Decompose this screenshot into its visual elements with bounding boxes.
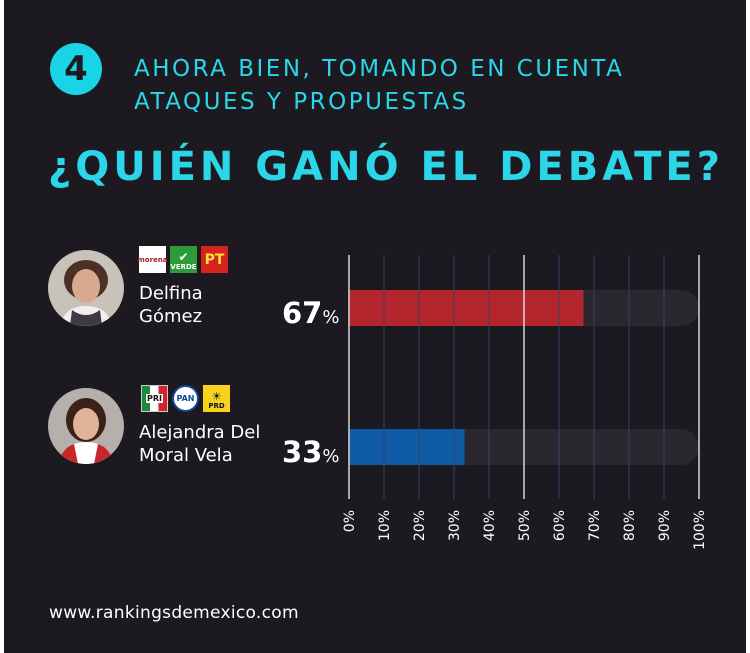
morena-logo: morena (138, 246, 168, 273)
question-number: 4 (64, 49, 88, 89)
prd-logo: ☀ PRD (203, 385, 230, 412)
x-tick-label: 100% (692, 510, 708, 550)
x-tick-label: 90% (657, 510, 673, 541)
x-tick-label: 30% (447, 510, 463, 541)
x-tick-label: 70% (587, 510, 603, 541)
chart-title: ¿QUIÉN GANÓ EL DEBATE? (48, 144, 724, 190)
avatar-delfina-gomez (48, 250, 124, 326)
person-photo-icon (48, 250, 124, 326)
candidate-name-1: Delfina Gómez (139, 283, 203, 327)
toucan-icon: ✔ (178, 250, 189, 264)
x-tick-label: 40% (482, 510, 498, 541)
x-tick-label: 80% (622, 510, 638, 541)
x-tick-label: 10% (377, 510, 393, 541)
x-tick-label: 20% (412, 510, 428, 541)
avatar-alejandra-del-moral (48, 388, 124, 464)
sun-icon: ☀ (211, 390, 222, 403)
question-line-2: ATAQUES Y PROPUESTAS (134, 89, 469, 115)
person-photo-icon (48, 388, 124, 464)
candidate-percent-1: 67% (282, 296, 340, 330)
background-panel (4, 0, 746, 653)
x-tick-label: 0% (342, 510, 358, 532)
pri-logo: PRI (141, 385, 168, 412)
bar-2 (349, 429, 465, 465)
party-logos-coalition-1: morena ✔ VERDE PT (138, 246, 228, 273)
verde-logo: ✔ VERDE (170, 246, 197, 273)
bar-1 (349, 290, 584, 326)
x-tick-label: 50% (517, 510, 533, 541)
question-line-1: AHORA BIEN, TOMANDO EN CUENTA (134, 56, 625, 82)
question-number-badge: 4 (50, 43, 102, 95)
website-url: www.rankingsdemexico.com (49, 603, 299, 623)
party-logos-coalition-2: PRI PAN ☀ PRD (141, 385, 230, 412)
x-tick-label: 60% (552, 510, 568, 541)
candidate-name-2: Alejandra Del Moral Vela (139, 422, 261, 466)
candidate-percent-2: 33% (282, 435, 340, 469)
pan-logo: PAN (172, 385, 199, 412)
pt-logo: PT (201, 246, 228, 273)
